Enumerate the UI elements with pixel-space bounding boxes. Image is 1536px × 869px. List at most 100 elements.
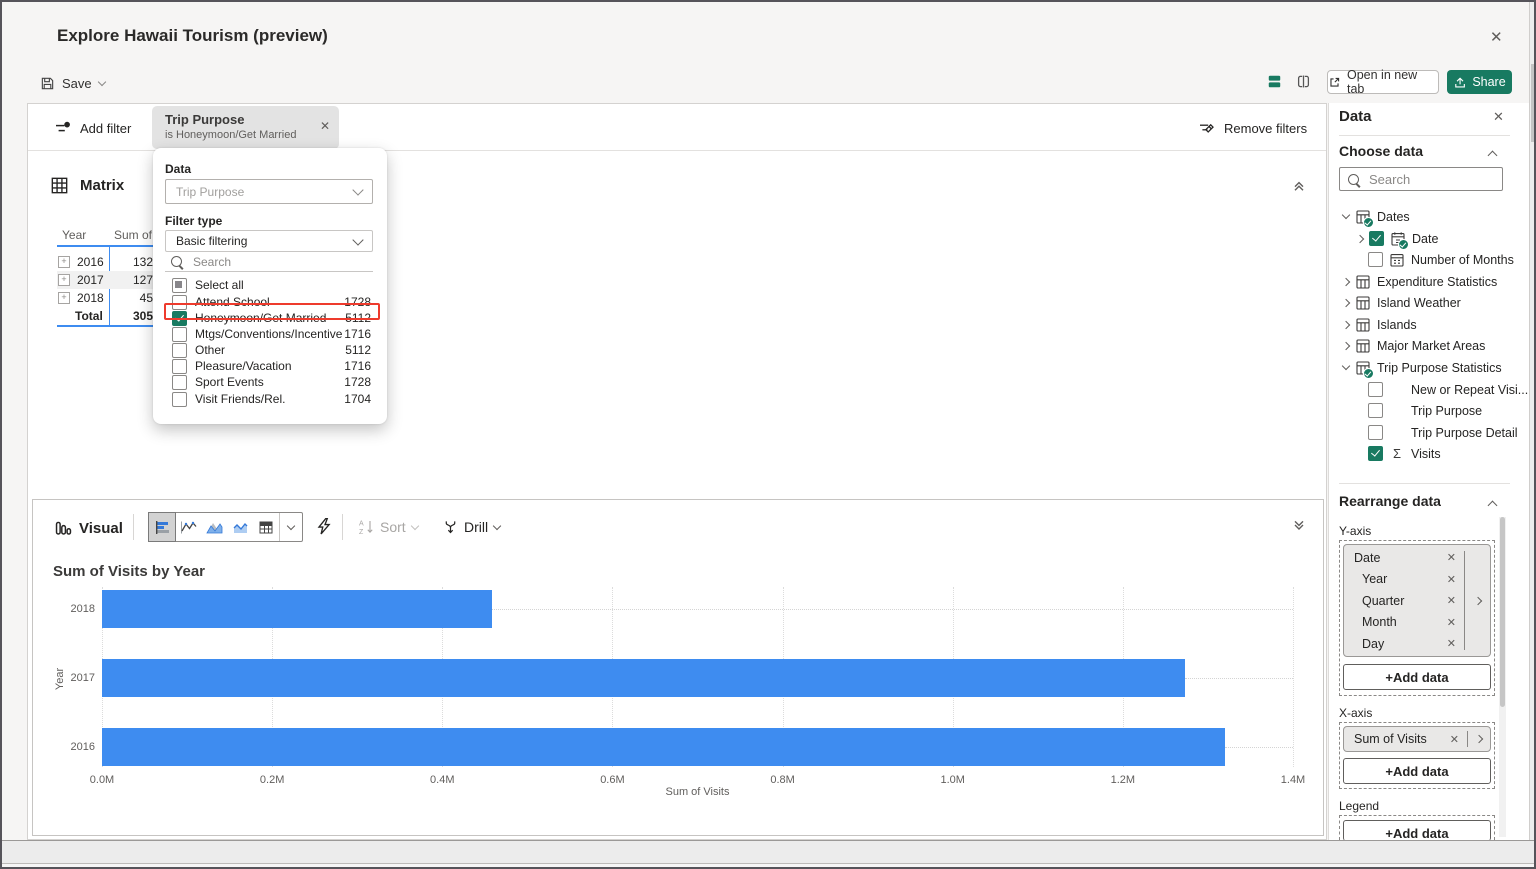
chevron-right-icon[interactable]: [1355, 234, 1365, 243]
y-axis-field-card[interactable]: Date ✕ Year ✕ Quarter ✕ Month ✕ Day ✕: [1343, 544, 1491, 657]
expand-row-icon[interactable]: [58, 274, 70, 286]
split-view-icon[interactable]: [1295, 73, 1312, 90]
rearrange-data-header[interactable]: Rearrange data: [1339, 493, 1441, 509]
option-checkbox[interactable]: [172, 391, 187, 407]
chevron-right-icon[interactable]: [1341, 320, 1351, 329]
field-options-area[interactable]: [1464, 551, 1490, 650]
chevron-right-icon[interactable]: [1341, 277, 1351, 286]
select-all-row[interactable]: Select all: [165, 277, 373, 293]
save-button[interactable]: Save: [40, 71, 106, 95]
save-chevron-down-icon[interactable]: [97, 77, 106, 86]
tree-item-trip-purpose-detail[interactable]: Trip Purpose Detail: [1368, 422, 1534, 443]
data-panel-close-icon[interactable]: ✕: [1493, 109, 1504, 124]
select-all-checkbox[interactable]: [172, 277, 187, 293]
option-checkbox[interactable]: [172, 342, 187, 358]
popup-filter-type-select[interactable]: Basic filtering: [165, 230, 373, 252]
x-axis-add-data-button[interactable]: +Add data: [1343, 758, 1491, 784]
option-checkbox[interactable]: [172, 358, 187, 374]
collapse-section-icon[interactable]: [1290, 176, 1308, 194]
field-row-quarter[interactable]: Quarter ✕: [1344, 590, 1464, 612]
x-axis-field-card[interactable]: Sum of Visits ✕: [1343, 726, 1491, 752]
filter-option-row[interactable]: Visit Friends/Rel. 1704: [165, 391, 371, 407]
filter-option-row[interactable]: Other 5112: [165, 342, 371, 358]
add-filter-button[interactable]: Add filter: [54, 116, 131, 140]
sort-button[interactable]: A Z Sort: [359, 516, 419, 538]
table-chart-icon[interactable]: [253, 513, 279, 541]
field-row-sum-of-visits[interactable]: Sum of Visits ✕: [1344, 727, 1467, 751]
remove-field-icon[interactable]: ✕: [1446, 573, 1456, 586]
field-row-month[interactable]: Month ✕: [1344, 612, 1464, 634]
bar-2017[interactable]: [102, 659, 1185, 697]
choose-data-header[interactable]: Choose data: [1339, 143, 1424, 159]
stacked-area-chart-icon[interactable]: [227, 513, 253, 541]
expand-row-icon[interactable]: [58, 292, 70, 304]
table-row-total[interactable]: Total 305: [58, 307, 153, 325]
field-row-date[interactable]: Date ✕: [1344, 547, 1464, 569]
area-chart-icon[interactable]: [201, 513, 227, 541]
tree-item-expenditure-statistics[interactable]: Expenditure Statistics: [1341, 271, 1515, 292]
remove-field-icon[interactable]: ✕: [1446, 552, 1456, 565]
remove-filters-button[interactable]: Remove filters: [1198, 116, 1307, 140]
chevron-right-icon[interactable]: [1341, 341, 1351, 350]
chevron-down-icon[interactable]: [1341, 210, 1351, 220]
tree-item-visits[interactable]: Σ Visits: [1368, 443, 1534, 464]
filter-option-row[interactable]: Attend School 1728: [165, 294, 371, 310]
share-button[interactable]: Share: [1447, 70, 1512, 94]
data-search-input[interactable]: [1367, 170, 1494, 188]
table-row[interactable]: 2018 45: [58, 289, 153, 307]
tree-checkbox[interactable]: [1368, 403, 1383, 418]
table-row[interactable]: 2016 132: [58, 253, 153, 271]
remove-field-icon[interactable]: ✕: [1446, 595, 1456, 608]
filter-option-row[interactable]: Honeymoon/Get Married 5112: [165, 310, 371, 326]
remove-field-icon[interactable]: ✕: [1449, 733, 1459, 746]
drill-button[interactable]: Drill: [443, 516, 502, 538]
popup-data-select[interactable]: Trip Purpose: [165, 179, 373, 204]
remove-field-icon[interactable]: ✕: [1446, 638, 1456, 651]
y-axis-add-data-button[interactable]: +Add data: [1343, 664, 1491, 690]
tree-checkbox[interactable]: [1369, 231, 1384, 246]
tree-item-date[interactable]: Date: [1355, 228, 1529, 250]
auto-visual-icon[interactable]: [315, 517, 333, 536]
tree-item-dates[interactable]: Dates: [1341, 206, 1515, 228]
page-scrollbar-thumb[interactable]: [1531, 64, 1534, 142]
popup-search-input[interactable]: [191, 253, 373, 270]
expand-row-icon[interactable]: [58, 256, 70, 268]
remove-field-icon[interactable]: ✕: [1446, 616, 1456, 629]
bar-chart-icon[interactable]: [148, 512, 176, 542]
card-view-toggle-icon[interactable]: [1266, 73, 1283, 90]
option-checkbox[interactable]: [172, 374, 187, 390]
open-in-new-tab-button[interactable]: Open in new tab: [1327, 68, 1439, 96]
filter-option-row[interactable]: Sport Events 1728: [165, 374, 371, 390]
table-row[interactable]: 2017 127: [58, 271, 153, 289]
data-search-box[interactable]: [1339, 167, 1503, 191]
close-icon[interactable]: ✕: [1490, 29, 1503, 46]
tree-checkbox[interactable]: [1368, 252, 1383, 267]
option-checkbox[interactable]: [172, 326, 187, 342]
bar-2016[interactable]: [102, 728, 1225, 766]
tree-checkbox[interactable]: [1368, 446, 1383, 461]
chevron-down-icon[interactable]: [1341, 361, 1351, 371]
tree-item-major-market-areas[interactable]: Major Market Areas: [1341, 335, 1515, 356]
line-chart-icon[interactable]: [175, 513, 201, 541]
field-row-day[interactable]: Day ✕: [1344, 633, 1464, 655]
chevron-right-icon[interactable]: [1341, 298, 1351, 307]
filter-chip-trip-purpose[interactable]: Trip Purpose is Honeymoon/Get Married ✕: [152, 106, 339, 149]
filter-option-row[interactable]: Pleasure/Vacation 1716: [165, 358, 371, 374]
legend-add-data-button[interactable]: +Add data: [1343, 820, 1491, 841]
tree-checkbox[interactable]: [1368, 425, 1383, 440]
tree-item-island-weather[interactable]: Island Weather: [1341, 292, 1515, 313]
tree-item-trip-purpose-statistics[interactable]: Trip Purpose Statistics: [1341, 357, 1515, 379]
tree-item-number-of-months[interactable]: Number of Months: [1368, 249, 1534, 270]
more-chart-types-chevron-icon[interactable]: [279, 513, 302, 541]
field-options-area[interactable]: [1467, 731, 1490, 747]
field-row-year[interactable]: Year ✕: [1344, 569, 1464, 591]
filter-option-row[interactable]: Mtgs/Conventions/Incentive 1716: [165, 326, 371, 342]
tree-item-trip-purpose[interactable]: Trip Purpose: [1368, 400, 1534, 421]
tree-item-islands[interactable]: Islands: [1341, 314, 1515, 335]
tree-item-new-or-repeat[interactable]: New or Repeat Visi...: [1368, 379, 1534, 400]
panel-scrollbar-thumb[interactable]: [1500, 517, 1505, 707]
tree-checkbox[interactable]: [1368, 382, 1383, 397]
option-checkbox[interactable]: [172, 310, 187, 326]
bar-2018[interactable]: [102, 590, 493, 628]
expand-section-icon[interactable]: [1290, 517, 1308, 535]
